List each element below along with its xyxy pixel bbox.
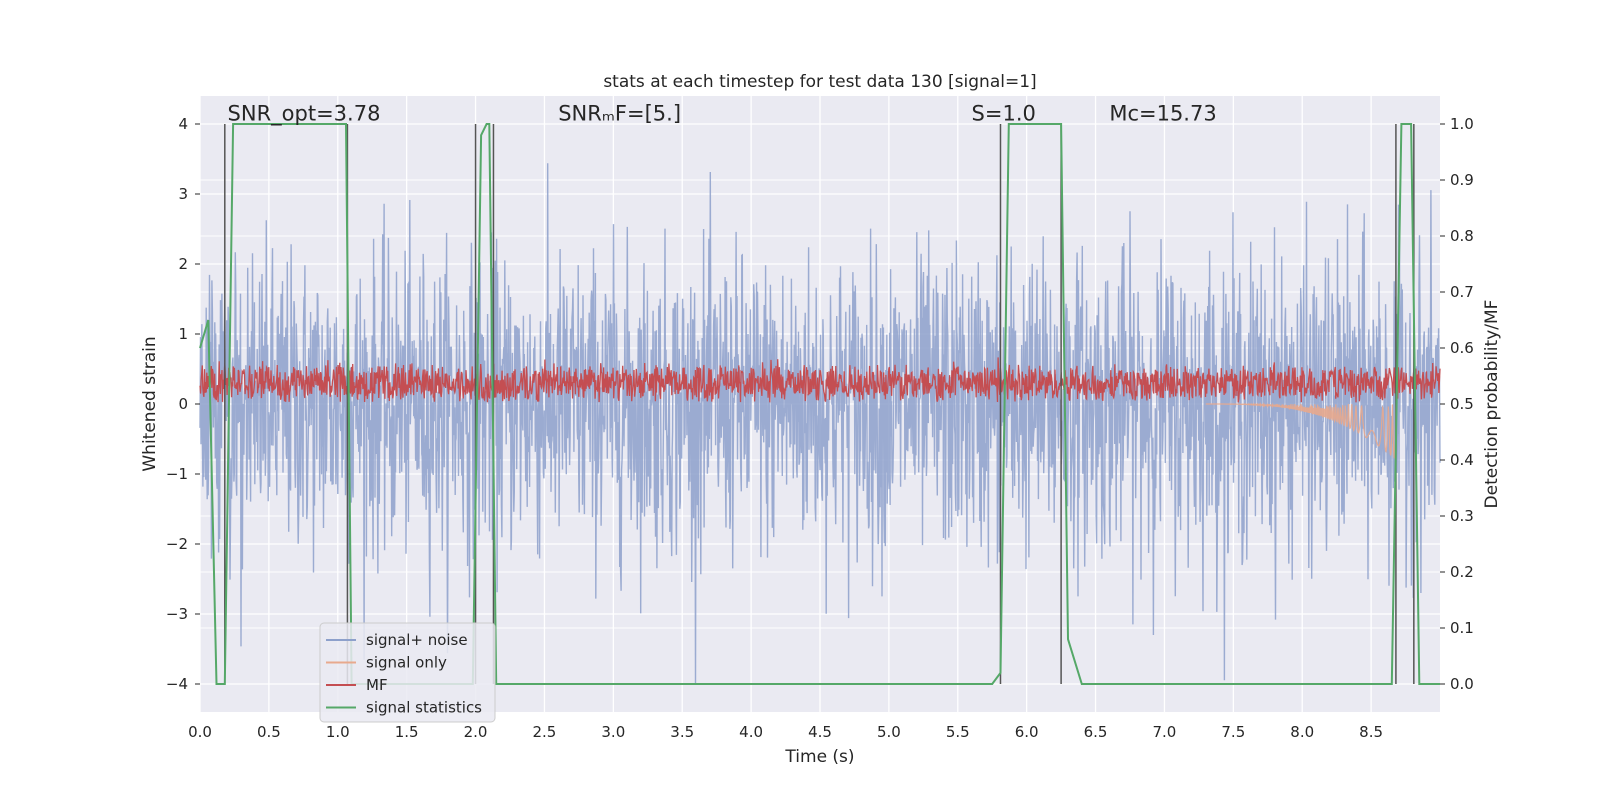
y2-tick-label: 0.1: [1450, 619, 1474, 637]
y2-tick-label: 0.9: [1450, 171, 1474, 189]
x-tick-label: 8.5: [1359, 723, 1383, 741]
x-tick-label: 8.0: [1290, 723, 1314, 741]
legend: signal+ noise signal only MF signal statist…: [319, 622, 496, 723]
x-axis-title: Time (s): [784, 747, 854, 767]
y-tick-label: 2: [178, 255, 188, 273]
y2-axis-title: Detection probability/MF: [1482, 300, 1502, 509]
y-tick-label: −4: [166, 675, 188, 693]
annotation-text: Mᴄ=15.73: [1109, 102, 1216, 126]
y2-tick-label: 0.5: [1450, 395, 1474, 413]
x-tick-label: 7.0: [1153, 723, 1177, 741]
annotation-text: SNR_opt=3.78: [228, 102, 381, 127]
x-tick-label: 7.5: [1221, 723, 1245, 741]
legend-label: signal+ noise: [366, 631, 468, 649]
y2-tick-label: 0.7: [1450, 283, 1474, 301]
y2-tick-label: 0.2: [1450, 563, 1474, 581]
legend-label: signal statistics: [366, 699, 482, 717]
series-signal-only: [1205, 402, 1397, 459]
y2-axis-ticks: 1.0 0.9 0.8 0.7 0.6 0.5 0.4 0.3 0.2 0.1 0.0: [1440, 115, 1474, 693]
y-axis-ticks: 4 3 2 1 0 −1 −2 −3 −4: [166, 115, 200, 693]
y-tick-label: 4: [178, 115, 188, 133]
legend-label: MF: [366, 676, 388, 694]
y-tick-label: 1: [178, 325, 188, 343]
x-tick-label: 0.0: [188, 723, 212, 741]
x-tick-label: 6.5: [1084, 723, 1108, 741]
series-signal-statistics: [199, 123, 1440, 685]
y2-tick-label: 0.4: [1450, 451, 1474, 469]
y-axis-title: Whitened strain: [140, 336, 160, 471]
x-tick-label: 2.0: [464, 723, 488, 741]
x-tick-label: 5.0: [877, 723, 901, 741]
y-tick-label: 0: [178, 395, 188, 413]
line-signal-only: [1205, 402, 1397, 459]
x-axis-ticks: 0.0 0.5 1.0 1.5 2.0 2.5 3.0 3.5 4.0 4.5 5.0 5.5 6.0 6…: [188, 723, 1383, 741]
x-tick-label: 3.0: [601, 723, 625, 741]
x-tick-label: 4.0: [739, 723, 763, 741]
y-tick-label: −2: [166, 535, 188, 553]
annotation-text: S=1.0: [972, 102, 1036, 126]
x-tick-label: 6.0: [1015, 723, 1039, 741]
y2-tick-label: 0.6: [1450, 339, 1474, 357]
y2-tick-label: 1.0: [1450, 115, 1474, 133]
x-tick-label: 5.5: [946, 723, 970, 741]
legend-label: signal only: [366, 654, 447, 672]
x-tick-label: 3.5: [670, 723, 694, 741]
x-tick-label: 4.5: [808, 723, 832, 741]
y-tick-label: 3: [178, 185, 188, 203]
x-tick-label: 1.0: [326, 723, 350, 741]
annotations: SNR_opt=3.78 SNRₘF=[5.] S=1.0 Mᴄ=15.73: [228, 102, 1217, 127]
x-tick-label: 2.5: [533, 723, 557, 741]
x-tick-label: 0.5: [257, 723, 281, 741]
line-mf: [199, 357, 1441, 403]
y2-tick-label: 0.3: [1450, 507, 1474, 525]
y-tick-label: −1: [166, 465, 188, 483]
y-tick-label: −3: [166, 605, 188, 623]
y2-tick-label: 0.0: [1450, 675, 1474, 693]
annotation-text: SNRₘF=[5.]: [558, 102, 681, 126]
chart-title: stats at each timestep for test data 130…: [603, 72, 1036, 92]
y2-tick-label: 0.8: [1450, 227, 1474, 245]
x-tick-label: 1.5: [395, 723, 419, 741]
line-signal-statistics: [199, 123, 1440, 685]
legend-box: [319, 622, 496, 723]
series-mf: [199, 357, 1441, 403]
